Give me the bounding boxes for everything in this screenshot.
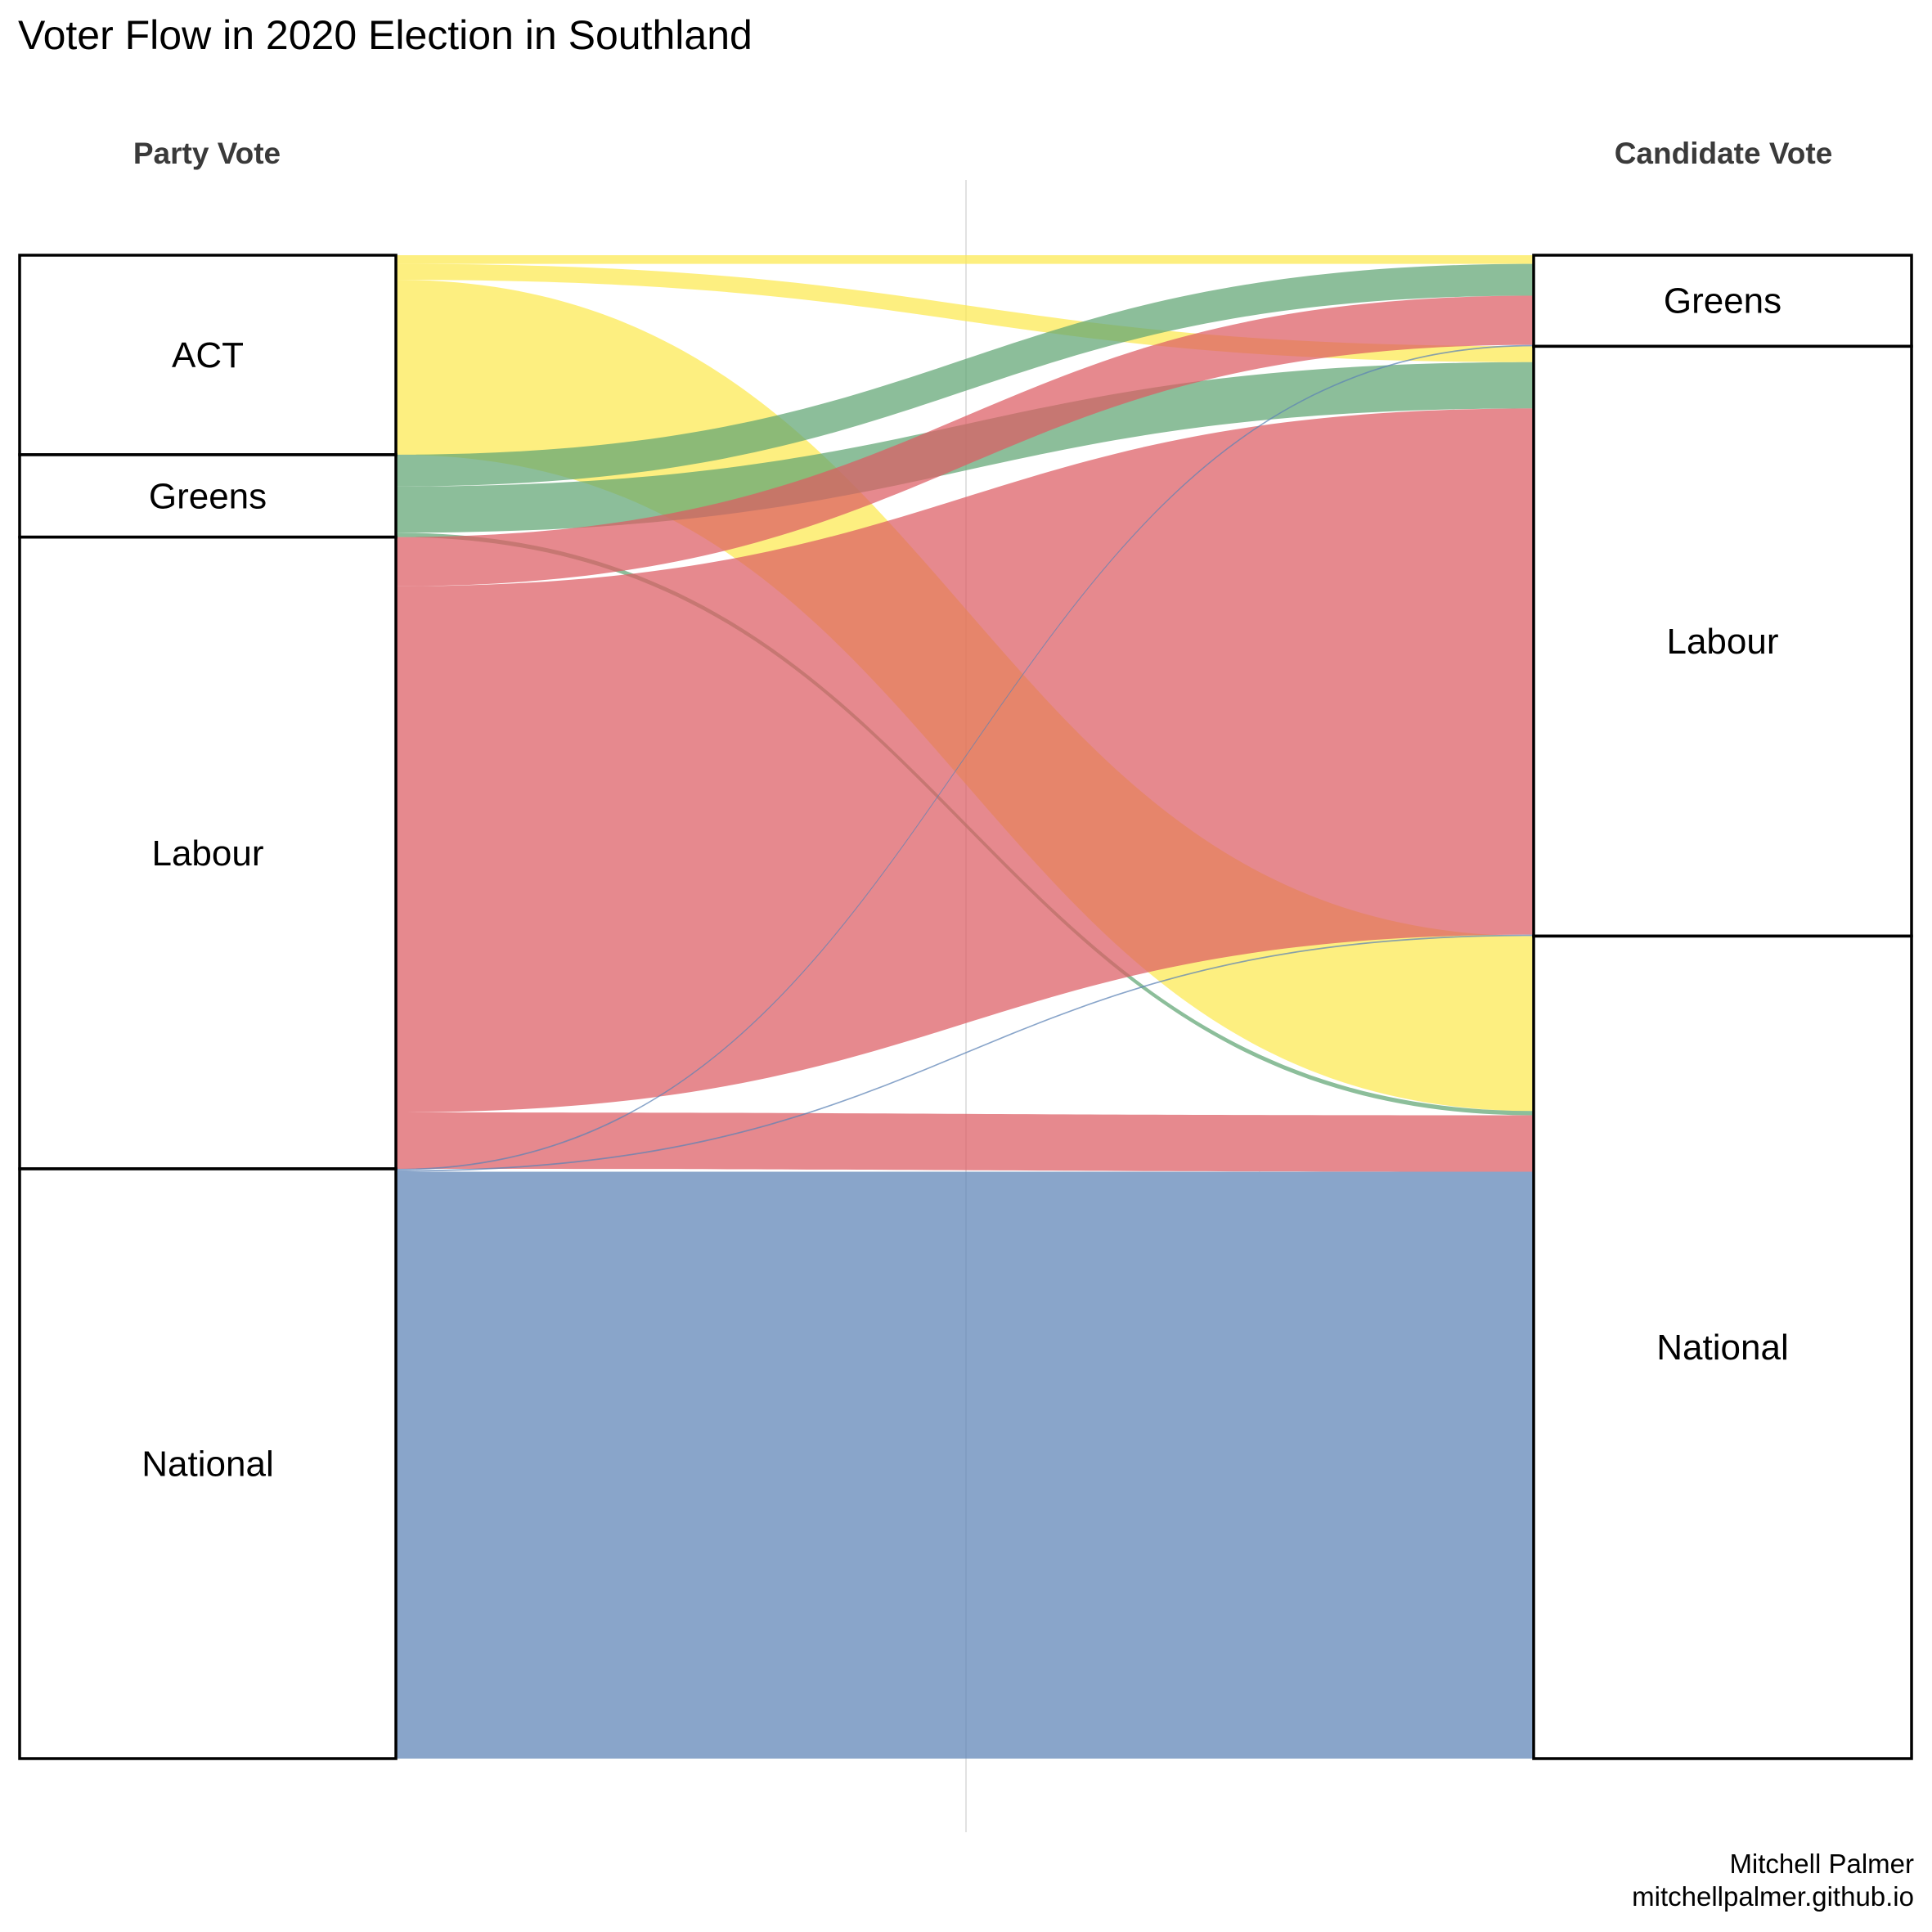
flow-greens-to-greens <box>396 263 1534 487</box>
flow-national-to-national <box>396 1171 1534 1759</box>
right-node-label-national: National <box>1656 1328 1788 1368</box>
right-node-national <box>1532 934 1913 1760</box>
left-node-label-national: National <box>142 1444 273 1484</box>
chart-title: Voter Flow in 2020 Election in Southland <box>18 12 753 58</box>
flow-labour-to-labour <box>396 408 1534 1113</box>
flow-national-to-labour <box>396 934 1534 1172</box>
flows-group <box>396 255 1534 1759</box>
left-node-national <box>18 1167 398 1760</box>
left-axis-label: Party Vote <box>133 137 281 170</box>
left-node-label-greens: Greens <box>149 476 267 516</box>
caption-website: mitchellpalmer.github.io <box>1632 1881 1914 1912</box>
flow-labour-to-greens <box>396 295 1534 586</box>
flow-act-to-greens <box>396 255 1534 264</box>
caption-author: Mitchell Palmer <box>1729 1849 1914 1879</box>
left-node-label-labour: Labour <box>151 833 263 874</box>
flow-national-to-greens <box>396 344 1534 1170</box>
flow-labour-to-national <box>396 1112 1534 1172</box>
right-axis-label: Candidate Vote <box>1615 137 1833 170</box>
right-node-label-labour: Labour <box>1666 622 1778 662</box>
nodes-group: ACT Greens Labour National Greens Labour Natio… <box>18 254 1913 1760</box>
right-node-label-greens: Greens <box>1664 281 1781 321</box>
left-node-label-act: ACT <box>172 335 244 375</box>
